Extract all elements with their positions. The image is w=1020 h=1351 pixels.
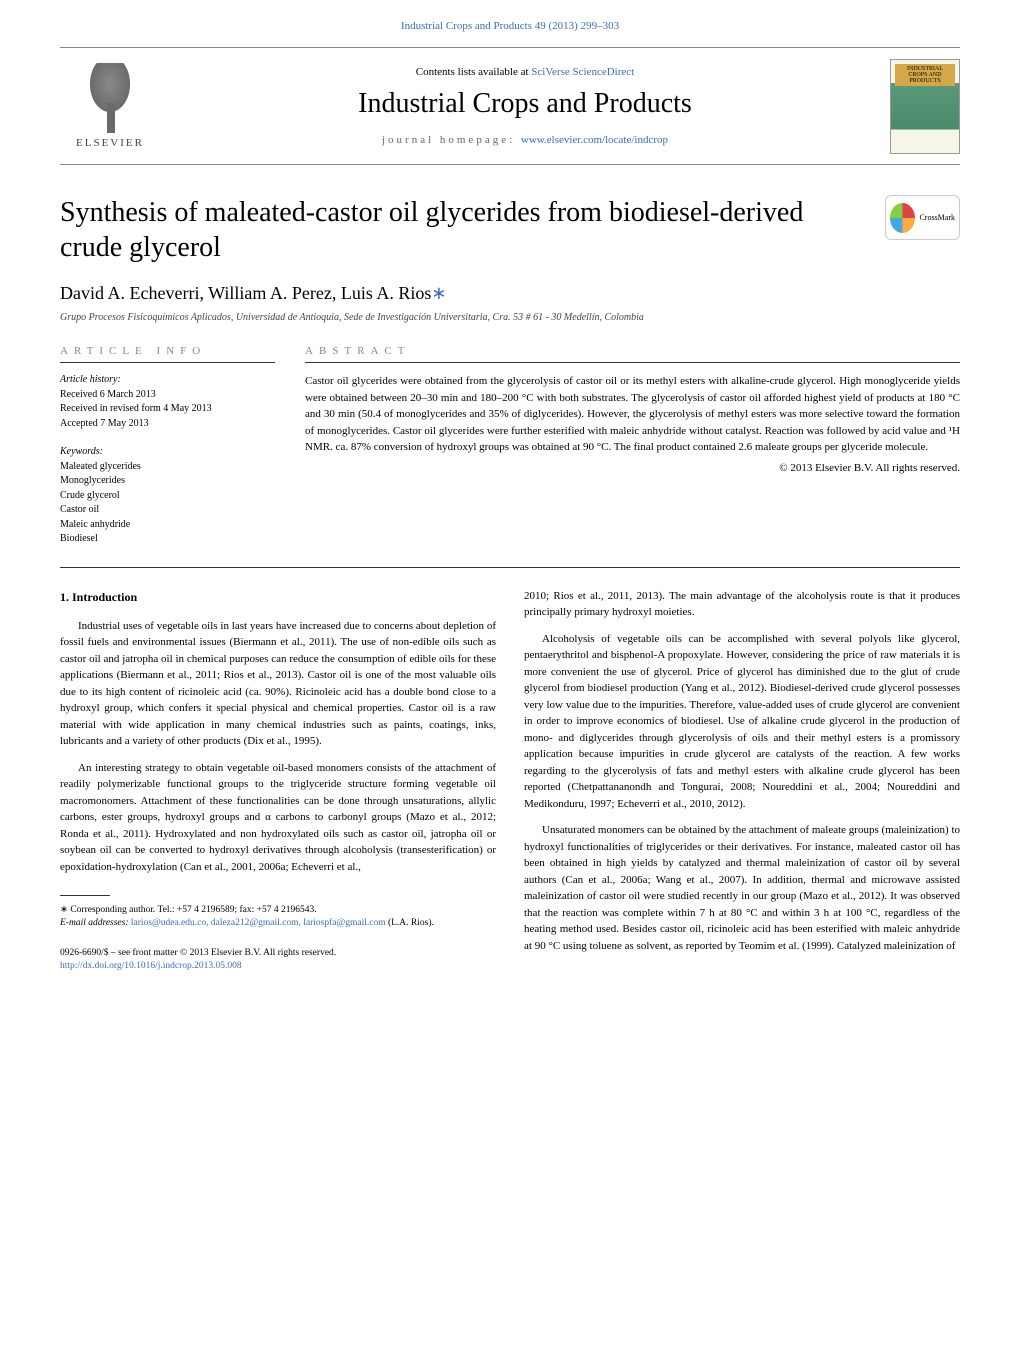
keyword: Castor oil: [60, 503, 275, 518]
body-paragraph: 2010; Rios et al., 2011, 2013). The main…: [524, 588, 960, 621]
title-row: Synthesis of maleated-castor oil glyceri…: [60, 195, 960, 265]
body-paragraph: An interesting strategy to obtain vegeta…: [60, 760, 496, 876]
history-revised: Received in revised form 4 May 2013: [60, 402, 275, 417]
abstract-copyright: © 2013 Elsevier B.V. All rights reserved…: [305, 462, 960, 474]
section-heading-introduction: 1. Introduction: [60, 588, 496, 606]
keyword: Maleic anhydride: [60, 518, 275, 533]
info-abstract-row: article info Article history: Received 6…: [60, 345, 960, 568]
authors-text: David A. Echeverri, William A. Perez, Lu…: [60, 283, 431, 303]
email-author: (L.A. Rios).: [386, 918, 434, 928]
homepage-link[interactable]: www.elsevier.com/locate/indcrop: [521, 134, 668, 146]
keywords-label: Keywords:: [60, 445, 275, 460]
header-center: Contents lists available at SciVerse Sci…: [160, 66, 890, 146]
crossmark-label: CrossMark: [919, 213, 955, 222]
abstract-column: abstract Castor oil glycerides were obta…: [305, 345, 960, 547]
abstract-header: abstract: [305, 345, 960, 363]
elsevier-label: ELSEVIER: [76, 137, 144, 149]
top-citation-link: Industrial Crops and Products 49 (2013) …: [60, 20, 960, 32]
homepage-line: journal homepage: www.elsevier.com/locat…: [160, 134, 890, 146]
doi-link[interactable]: http://dx.doi.org/10.1016/j.indcrop.2013…: [60, 961, 242, 971]
body-columns: 1. Introduction Industrial uses of veget…: [60, 588, 960, 974]
keywords-section: Keywords: Maleated glycerides Monoglycer…: [60, 445, 275, 547]
homepage-prefix: journal homepage:: [382, 134, 521, 146]
article-info-content: Article history: Received 6 March 2013 R…: [60, 373, 275, 547]
email-links[interactable]: larios@udea.edu.co, daleza212@gmail.com,…: [131, 918, 386, 928]
keyword: Maleated glycerides: [60, 460, 275, 475]
body-paragraph: Industrial uses of vegetable oils in las…: [60, 618, 496, 750]
article-info-header: article info: [60, 345, 275, 363]
citation-link[interactable]: Industrial Crops and Products 49 (2013) …: [401, 20, 619, 32]
abstract-text: Castor oil glycerides were obtained from…: [305, 373, 960, 456]
footnote-separator: [60, 895, 110, 896]
email-label: E-mail addresses:: [60, 918, 131, 928]
keyword: Biodiesel: [60, 532, 275, 547]
issn-line: 0926-6690/$ – see front matter © 2013 El…: [60, 947, 496, 960]
journal-name: Industrial Crops and Products: [160, 88, 890, 120]
keyword: Crude glycerol: [60, 489, 275, 504]
history-accepted: Accepted 7 May 2013: [60, 417, 275, 432]
contents-line: Contents lists available at SciVerse Sci…: [160, 66, 890, 78]
body-left-column: 1. Introduction Industrial uses of veget…: [60, 588, 496, 974]
affiliation: Grupo Procesos Fisicoquímicos Aplicados,…: [60, 312, 960, 323]
crossmark-badge[interactable]: CrossMark: [885, 195, 960, 240]
footnote-block: ∗ Corresponding author. Tel.: +57 4 2196…: [60, 904, 496, 931]
contents-prefix: Contents lists available at: [416, 66, 531, 78]
article-info-column: article info Article history: Received 6…: [60, 345, 275, 547]
elsevier-logo: ELSEVIER: [60, 56, 160, 156]
journal-cover-label: INDUSTRIAL CROPS AND PRODUCTS: [895, 64, 955, 86]
journal-cover: INDUSTRIAL CROPS AND PRODUCTS: [890, 59, 960, 154]
footer-block: 0926-6690/$ – see front matter © 2013 El…: [60, 947, 496, 974]
journal-header: ELSEVIER Contents lists available at Sci…: [60, 47, 960, 165]
keyword: Monoglycerides: [60, 474, 275, 489]
authors: David A. Echeverri, William A. Perez, Lu…: [60, 283, 960, 304]
corresponding-author-note: ∗ Corresponding author. Tel.: +57 4 2196…: [60, 904, 496, 917]
sciencedirect-link[interactable]: SciVerse ScienceDirect: [531, 66, 634, 78]
body-right-column: 2010; Rios et al., 2011, 2013). The main…: [524, 588, 960, 974]
body-paragraph: Alcoholysis of vegetable oils can be acc…: [524, 631, 960, 813]
article-title: Synthesis of maleated-castor oil glyceri…: [60, 195, 865, 265]
email-line: E-mail addresses: larios@udea.edu.co, da…: [60, 917, 496, 930]
history-label: Article history:: [60, 373, 275, 388]
corresponding-asterisk: ∗: [431, 283, 446, 303]
body-paragraph: Unsaturated monomers can be obtained by …: [524, 822, 960, 954]
elsevier-tree-icon: [75, 63, 145, 133]
crossmark-icon: [890, 203, 915, 233]
history-received: Received 6 March 2013: [60, 388, 275, 403]
